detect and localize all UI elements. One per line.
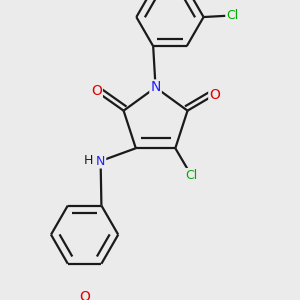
Text: Cl: Cl xyxy=(226,9,238,22)
Text: Cl: Cl xyxy=(185,169,197,182)
Text: N: N xyxy=(150,80,161,94)
Text: H: H xyxy=(84,154,93,167)
Text: N: N xyxy=(96,154,105,167)
Text: O: O xyxy=(79,290,90,300)
Text: O: O xyxy=(91,85,102,98)
Text: O: O xyxy=(209,88,220,102)
